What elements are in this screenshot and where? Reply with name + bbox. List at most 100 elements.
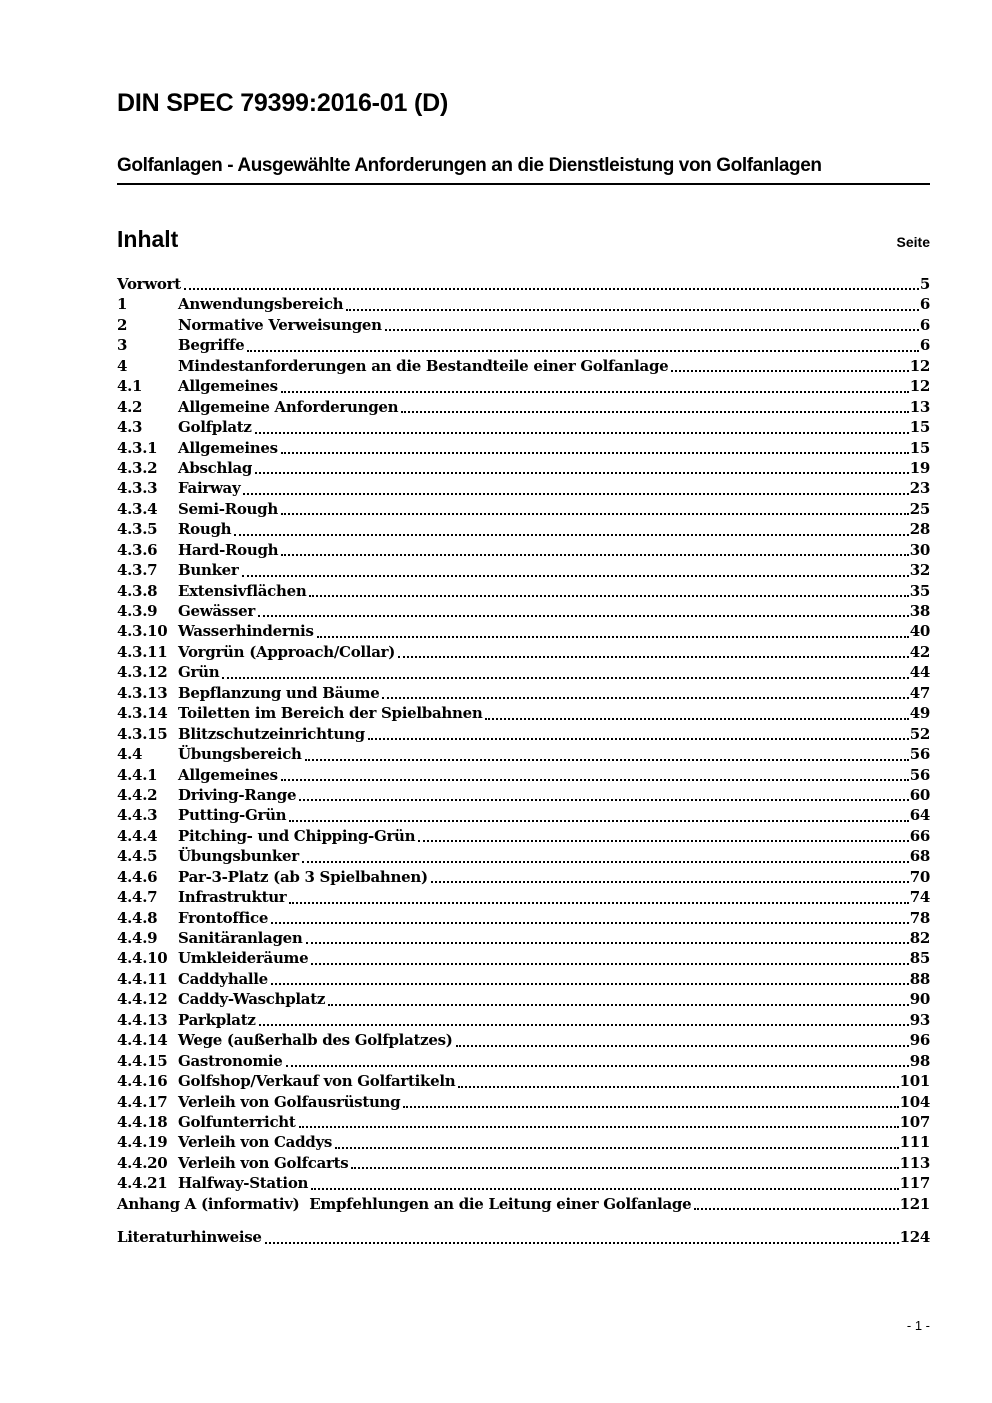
toc-entry-number: 4.4.9 (117, 929, 158, 947)
toc-entry-number: 4.3.5 (117, 520, 158, 539)
toc-leader-dots (289, 901, 909, 904)
toc-leader-dots (430, 881, 909, 884)
toc-leader-dots (367, 738, 909, 741)
toc-leader-dots (328, 1003, 909, 1006)
toc-entry-title: Umkleideräume (178, 949, 309, 968)
toc-header: Inhalt Seite (117, 225, 930, 256)
toc-entry-number: 4.4.5 (117, 847, 158, 866)
toc-entry-title: Vorwort (117, 275, 181, 293)
toc-entry-page: 78 (909, 908, 931, 927)
toc-leader-dots (234, 533, 909, 536)
toc-entry-title: Anhang A (informativ) Empfehlungen an di… (117, 1194, 692, 1213)
toc-entry-number: 4.3.8 (117, 581, 158, 600)
toc-entry: 3 Begriffe 6 (117, 335, 930, 355)
toc-entry-title: Übungsbereich (178, 745, 302, 764)
page-content: DIN SPEC 79399:2016-01 (D) Golfanlagen -… (117, 0, 930, 1248)
table-of-contents: Vorwort 5 1 Anwendungsbereich 6 2 Normative Ve… (117, 274, 930, 1248)
toc-entry: 4.1 Allgemeines 12 (117, 376, 930, 396)
toc-entry-title: Putting-Grün (178, 806, 287, 825)
toc-leader-dots (309, 595, 909, 597)
toc-leader-dots (270, 983, 909, 986)
toc-leader-dots (384, 329, 919, 332)
toc-leader-dots (485, 717, 909, 720)
toc-leader-dots (247, 349, 919, 352)
toc-entry-number: 4.4.12 (117, 990, 168, 1009)
toc-entry-number: 4.3.11 (117, 642, 168, 661)
toc-leader-dots (280, 451, 909, 454)
toc-entry: 4.3.13 Bepflanzung und Bäume 47 (117, 683, 930, 703)
toc-entry: 4.4.15 Gastronomie 98 (117, 1051, 930, 1071)
toc-entry-page: 64 (909, 806, 931, 825)
toc-leader-dots (243, 492, 909, 495)
toc-leader-dots (301, 860, 909, 863)
toc-entry-page: 98 (909, 1051, 931, 1070)
toc-leader-dots (316, 635, 909, 638)
toc-entry-number: 4.3.15 (117, 724, 168, 743)
toc-leader-dots (299, 799, 909, 802)
toc-entry: 4.3.1 Allgemeines 15 (117, 438, 930, 458)
toc-entry-number: 4.3.13 (117, 683, 168, 702)
toc-entry-title: Grün (178, 663, 220, 682)
toc-entry-page: 56 (909, 765, 931, 784)
toc-entry-title: Abschlag (178, 458, 253, 477)
toc-entry: 4.4.17 Verleih von Golfausrüstung 104 (117, 1092, 930, 1112)
document-title: DIN SPEC 79399:2016-01 (D) (117, 89, 449, 117)
toc-entry-title: Par-3-Platz (ab 3 Spielbahnen) (178, 867, 428, 886)
toc-entry-number: 4.4.2 (117, 785, 158, 804)
toc-entry-number: 4.3.14 (117, 704, 168, 723)
toc-entry-page: 117 (899, 1174, 931, 1193)
toc-entry-number: 4.4.8 (117, 908, 158, 927)
toc-leader-dots (254, 431, 909, 434)
toc-leader-dots (305, 942, 909, 945)
toc-entry: 4.4.1 Allgemeines 56 (117, 765, 930, 785)
toc-leader-dots (289, 819, 909, 822)
toc-entry-title: Normative Verweisungen (178, 315, 382, 334)
toc-leader-dots (335, 1146, 899, 1149)
toc-entry: Literaturhinweise 124 (117, 1227, 930, 1247)
toc-entry-number: 4.4.19 (117, 1133, 168, 1152)
document-subtitle: Golfanlagen - Ausgewählte Anforderungen … (117, 155, 822, 176)
toc-entry: 4.3.7 Bunker 32 (117, 560, 930, 580)
toc-entry-page: 19 (909, 458, 931, 477)
toc-entry-title: Semi-Rough (178, 499, 278, 518)
toc-leader-dots (346, 308, 919, 311)
toc-entry-title: Pitching- und Chipping-Grün (178, 826, 416, 845)
toc-entry-page: 47 (909, 683, 931, 702)
toc-entry-page: 12 (909, 377, 931, 396)
toc-entry: 2 Normative Verweisungen 6 (117, 315, 930, 335)
toc-leader-dots (281, 554, 909, 557)
toc-entry-title: Wege (außerhalb des Golfplatzes) (178, 1031, 453, 1050)
toc-entry: 4.2 Allgemeine Anforderungen 13 (117, 397, 930, 417)
toc-entry-page: 93 (909, 1010, 931, 1029)
toc-entry-page: 68 (909, 847, 931, 866)
toc-leader-dots (401, 411, 909, 414)
toc-leader-dots (694, 1208, 899, 1211)
toc-leader-dots (241, 574, 909, 577)
toc-entry: 4.4.11 Caddyhalle 88 (117, 969, 930, 989)
toc-leader-dots (280, 390, 909, 393)
toc-entry-page: 111 (899, 1133, 931, 1152)
toc-entry: 4.3.6 Hard-Rough 30 (117, 540, 930, 560)
toc-leader-dots (455, 1044, 909, 1047)
toc-entry-title: Infrastruktur (178, 888, 287, 907)
toc-leader-dots (311, 962, 909, 965)
toc-entry-number: 4.3.12 (117, 663, 168, 682)
toc-entry-page: 88 (909, 969, 931, 988)
toc-entry-page: 113 (899, 1153, 931, 1172)
toc-entry-title: Golfunterricht (178, 1112, 296, 1131)
toc-entry-title: Gewässer (178, 602, 255, 620)
toc-entry-number: 4.3.9 (117, 602, 158, 620)
toc-entry-title: Verleih von Caddys (178, 1133, 333, 1152)
toc-entry-title: Verleih von Golfcarts (178, 1153, 349, 1172)
toc-entry: 4.4.2 Driving-Range 60 (117, 785, 930, 805)
toc-entry-number: 3 (117, 336, 128, 355)
toc-entry-number: 4.3 (117, 418, 143, 437)
toc-entry-number: 4.3.10 (117, 622, 168, 641)
toc-leader-dots (280, 513, 909, 516)
toc-entry-page: 32 (909, 561, 931, 580)
toc-entry-title: Caddy-Waschplatz (178, 990, 326, 1009)
toc-leader-dots (351, 1167, 899, 1170)
toc-entry-page: 35 (909, 581, 931, 600)
toc-entry-title: Allgemeines (178, 377, 278, 396)
toc-entry-page: 6 (919, 315, 930, 334)
